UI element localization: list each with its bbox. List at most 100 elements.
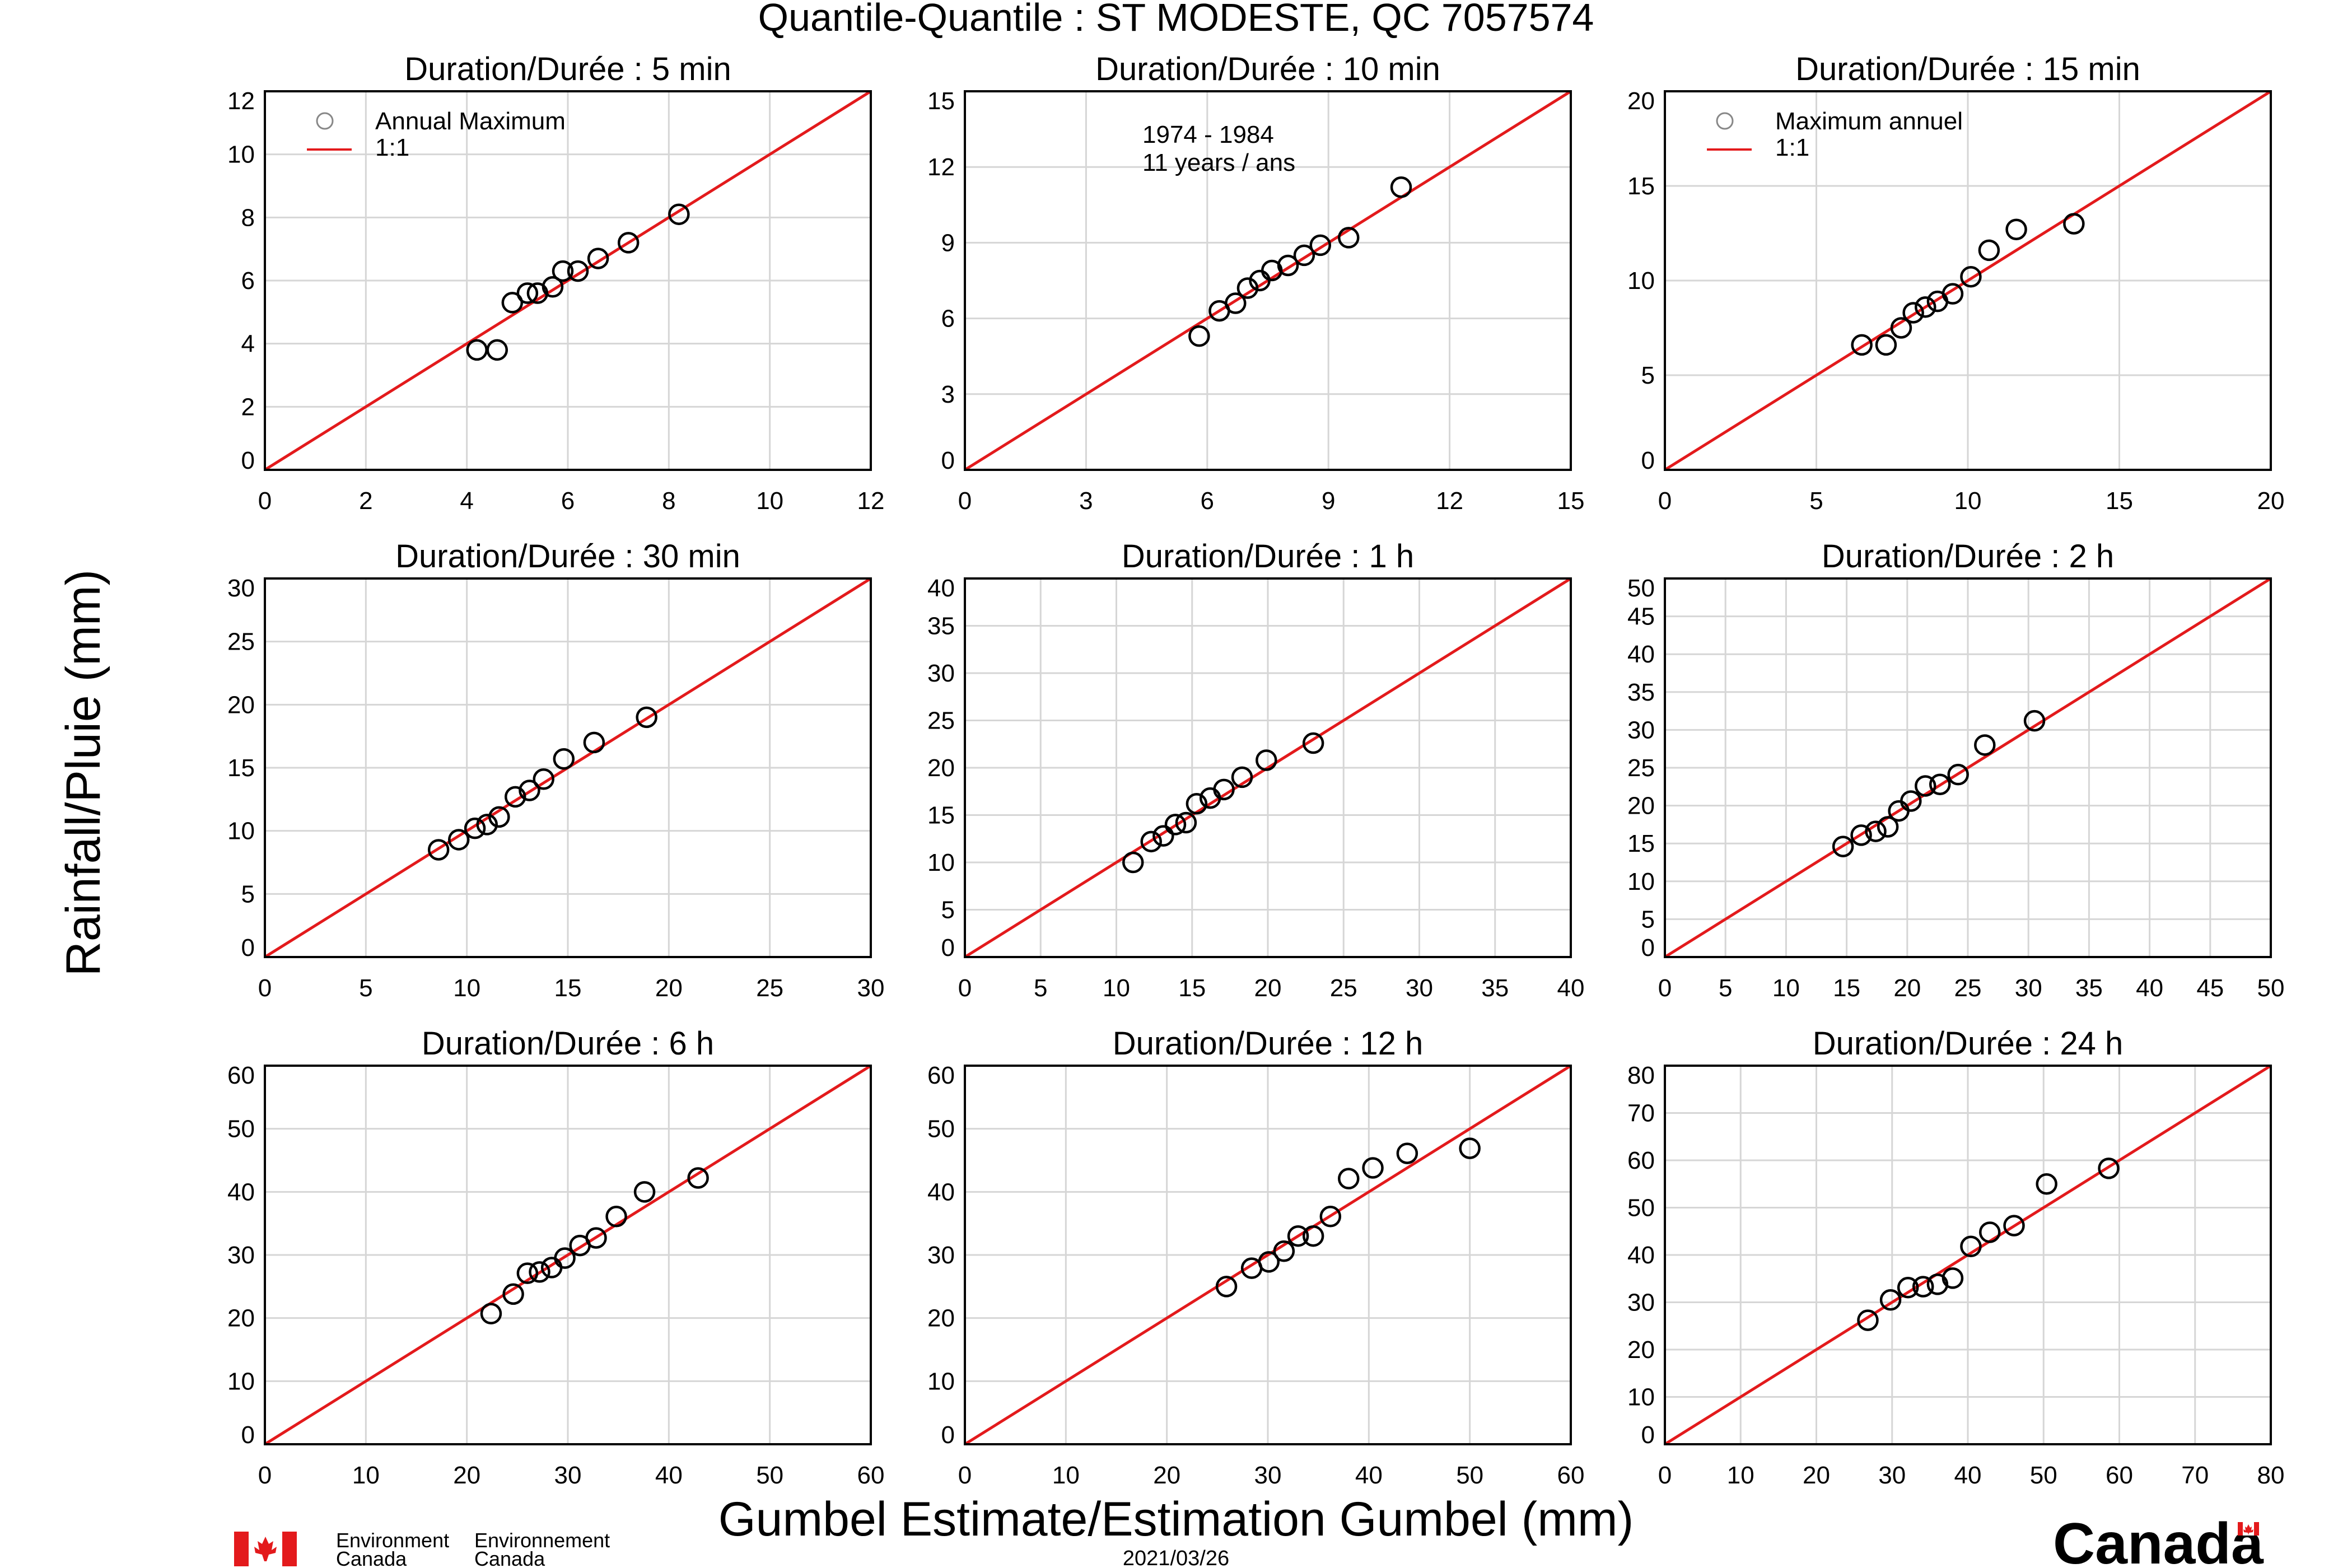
panel-title: Duration/Durée : 24 h xyxy=(1813,1025,2124,1062)
y-tick-label: 20 xyxy=(1627,1336,1655,1364)
x-tick-label: 45 xyxy=(2196,974,2224,1002)
data-point xyxy=(1273,1240,1295,1262)
y-tick-label: 50 xyxy=(927,1116,955,1143)
y-tick-label: 40 xyxy=(1627,1242,1655,1269)
data-point xyxy=(516,282,539,304)
x-tick-label: 0 xyxy=(258,1462,272,1489)
x-tick-label: 0 xyxy=(258,487,272,515)
data-point xyxy=(1319,1206,1342,1228)
qq-panel: Duration/Durée : 24 h 0 10 20 30 40 50 60 70 80 0 1… xyxy=(1627,1025,2284,1489)
y-tick-label: 50 xyxy=(1627,575,1655,602)
x-tick-label: 10 xyxy=(1772,974,1800,1002)
x-tick-label: 15 xyxy=(1178,974,1206,1002)
y-tick-label: 25 xyxy=(927,707,955,735)
panel-title: Duration/Durée : 12 h xyxy=(1113,1025,1424,1062)
y-tick-label: 45 xyxy=(1627,603,1655,631)
figure-title: Quantile-Quantile : ST MODESTE, QC 70575… xyxy=(758,0,1594,39)
qq-panel: Duration/Durée : 6 h 0 10 20 30 40 50 60 0 10 20 30… xyxy=(227,1025,884,1489)
y-tick-label: 15 xyxy=(1627,830,1655,857)
legend-marker-icon xyxy=(1716,112,1734,130)
data-point xyxy=(1338,227,1360,249)
data-point xyxy=(1188,325,1210,347)
data-point xyxy=(486,339,508,361)
y-tick-label: 60 xyxy=(227,1062,255,1089)
data-point xyxy=(1152,825,1174,847)
x-tick-label: 50 xyxy=(1456,1462,1483,1489)
x-tick-label: 20 xyxy=(453,1462,480,1489)
data-point xyxy=(1915,775,1936,797)
data-point xyxy=(1231,766,1253,788)
data-point xyxy=(1897,1277,1919,1299)
y-tick-label: 5 xyxy=(241,880,255,908)
x-tick-label: 40 xyxy=(655,1462,683,1489)
y-tick-label: 30 xyxy=(227,575,255,602)
data-point xyxy=(1974,734,1996,756)
data-point xyxy=(427,839,450,861)
y-tick-label: 35 xyxy=(1627,679,1655,706)
one-to-one-line xyxy=(264,1064,872,1446)
x-tick-label: 4 xyxy=(460,487,473,515)
x-tick-label: 50 xyxy=(756,1462,783,1489)
data-point xyxy=(447,829,470,851)
y-tick-label: 25 xyxy=(1627,754,1655,782)
data-point xyxy=(1929,773,1951,795)
data-point xyxy=(1851,334,1873,356)
one-to-one-line xyxy=(964,90,1572,472)
data-point xyxy=(1915,296,1936,318)
one-to-one-line xyxy=(1664,90,2272,472)
x-tick-label: 70 xyxy=(2181,1462,2209,1489)
data-point xyxy=(552,260,574,282)
y-tick-label: 80 xyxy=(1627,1062,1655,1089)
x-tick-label: 25 xyxy=(756,974,783,1002)
data-point xyxy=(1277,254,1299,277)
x-tick-label: 30 xyxy=(2015,974,2042,1002)
x-tick-label: 40 xyxy=(1954,1462,1982,1489)
x-tick-label: 0 xyxy=(958,1462,972,1489)
data-point xyxy=(633,1181,656,1203)
period-note-count: 11 years / ans xyxy=(1142,149,1295,176)
data-point xyxy=(1186,792,1208,815)
x-tick-label: 10 xyxy=(1103,974,1130,1002)
data-point xyxy=(1850,824,1872,846)
x-tick-label: 20 xyxy=(1254,974,1282,1002)
data-point xyxy=(2005,218,2027,240)
data-point xyxy=(1362,1157,1384,1179)
y-tick-label: 30 xyxy=(927,1242,955,1269)
data-point xyxy=(617,232,640,254)
data-point xyxy=(1293,244,1315,267)
legend-label-line: 1:1 xyxy=(1775,134,1809,161)
data-point xyxy=(1942,283,1964,305)
data-point xyxy=(1396,1142,1418,1164)
x-axis-label: Gumbel Estimate/Estimation Gumbel (mm) xyxy=(718,1492,1634,1546)
dept-name-fr-line1: Environnement xyxy=(474,1529,610,1552)
legend-label-line: 1:1 xyxy=(375,134,409,161)
x-tick-label: 20 xyxy=(1893,974,1921,1002)
plot-frame xyxy=(1664,90,2272,471)
x-tick-label: 15 xyxy=(554,974,582,1002)
data-point xyxy=(1459,1137,1481,1159)
panels: Duration/Durée : 5 min 0 2 4 6 8 10 12 0 2 4 6 8 10 12… xyxy=(227,51,2284,1489)
y-tick-label: 0 xyxy=(241,934,255,962)
y-tick-label: 50 xyxy=(227,1116,255,1143)
x-tick-label: 60 xyxy=(857,1462,885,1489)
plot-frame xyxy=(264,577,872,958)
one-to-one-line xyxy=(1664,577,2272,959)
data-point xyxy=(1309,234,1332,256)
data-point xyxy=(464,817,486,839)
x-tick-label: 40 xyxy=(1355,1462,1383,1489)
panel-title: Duration/Durée : 15 min xyxy=(1795,51,2140,87)
y-tick-label: 0 xyxy=(241,1421,255,1449)
x-tick-label: 6 xyxy=(561,487,575,515)
y-tick-label: 30 xyxy=(1627,1289,1655,1317)
y-tick-label: 15 xyxy=(227,754,255,782)
dept-name-en-line2: Canada xyxy=(336,1547,407,1568)
data-point xyxy=(1875,334,1897,356)
data-point xyxy=(502,1283,524,1305)
x-tick-label: 0 xyxy=(1658,1462,1672,1489)
x-tick-label: 20 xyxy=(1153,1462,1180,1489)
data-point xyxy=(533,768,554,790)
data-point xyxy=(1912,1276,1934,1298)
x-tick-label: 5 xyxy=(359,974,372,1002)
